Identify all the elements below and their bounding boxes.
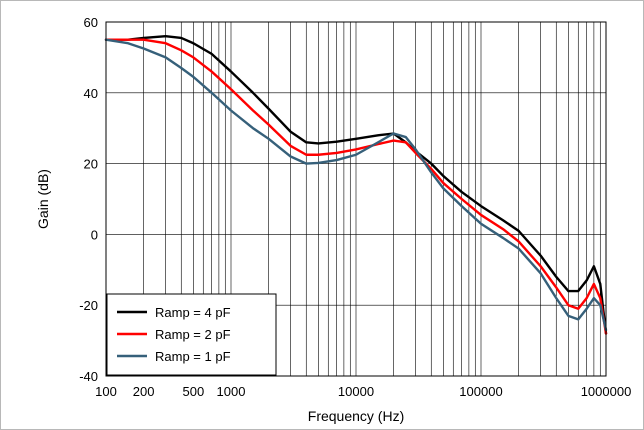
legend-label: Ramp = 1 pF <box>155 349 231 364</box>
plot-border <box>105 21 607 377</box>
series-lines <box>104 34 608 335</box>
legend-label: Ramp = 4 pF <box>155 305 231 320</box>
series-line <box>104 38 608 332</box>
y-tick-label: -40 <box>79 369 98 384</box>
x-tick-label: 1000000 <box>581 384 632 399</box>
x-tick-label: 200 <box>133 384 155 399</box>
x-axis-label: Frequency (Hz) <box>308 408 404 424</box>
y-tick-label: 20 <box>84 157 98 172</box>
x-tick-label: 10000 <box>338 384 374 399</box>
y-tick-label: 60 <box>84 15 98 30</box>
y-tick-label: 0 <box>91 227 98 242</box>
y-axis-label: Gain (dB) <box>35 169 51 229</box>
legend-label: Ramp = 2 pF <box>155 327 231 342</box>
legend-entry: Ramp = 1 pF <box>117 349 231 364</box>
x-tick-label: 1000 <box>217 384 246 399</box>
y-tick-label: 40 <box>84 86 98 101</box>
y-tick-label: -20 <box>79 298 98 313</box>
legend-entry: Ramp = 2 pF <box>117 327 231 342</box>
tick-labels: 100 200 500 1000 10000 100000 1000000 -40 -20 0 20… <box>79 15 631 399</box>
series-line <box>104 38 608 335</box>
legend: Ramp = 4 pF Ramp = 2 pF Ramp = 1 pF <box>106 293 277 376</box>
x-tick-label: 100000 <box>459 384 502 399</box>
x-tick-label: 100 <box>95 384 117 399</box>
legend-entry: Ramp = 4 pF <box>117 305 231 320</box>
x-tick-label: 500 <box>183 384 205 399</box>
